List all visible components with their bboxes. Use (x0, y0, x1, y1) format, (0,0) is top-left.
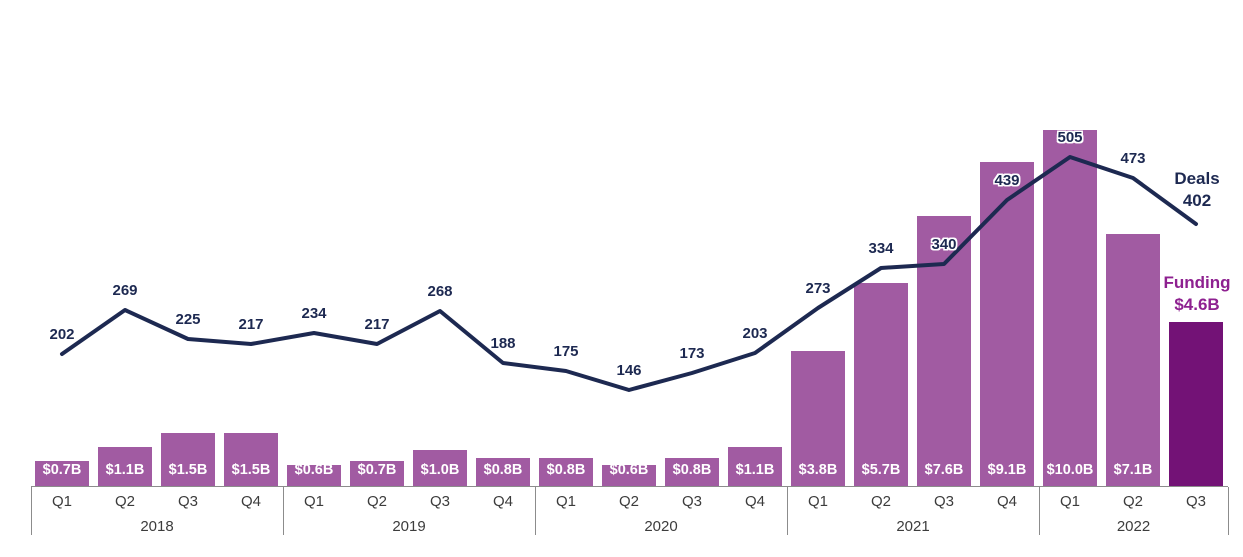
funding-bar-value-label: $3.8B (798, 462, 838, 478)
funding-bar (350, 461, 404, 486)
deal-count-label: 340 (931, 236, 957, 253)
funding-bar-value-label: $5.7B (861, 462, 901, 478)
funding-bar (602, 465, 656, 486)
funding-bar (413, 450, 467, 486)
year-divider-line (535, 487, 536, 535)
quarter-tick-label: Q4 (492, 493, 513, 510)
quarter-tick-label: Q3 (933, 493, 954, 510)
deal-count-label: 173 (679, 345, 705, 362)
deal-count-label: 225 (175, 311, 201, 328)
deal-count-label: 217 (364, 316, 390, 333)
year-divider-line (31, 487, 32, 535)
funding-annotation: Funding $4.6B (1141, 272, 1243, 316)
year-label: 2021 (896, 518, 930, 535)
deal-count-label: 473 (1120, 150, 1146, 167)
deal-count-label: 505 (1057, 129, 1083, 146)
funding-bar (287, 465, 341, 486)
deal-count-label: 439 (994, 172, 1020, 189)
quarter-tick-label: Q3 (177, 493, 198, 510)
quarter-tick-label: Q4 (240, 493, 261, 510)
year-divider-line (1039, 487, 1040, 535)
quarter-tick-label: Q1 (51, 493, 72, 510)
funding-bar-value-label: $1.5B (231, 462, 271, 478)
deal-count-label: 146 (616, 362, 642, 379)
quarter-tick-label: Q1 (1059, 493, 1080, 510)
deal-count-label: 188 (490, 335, 516, 352)
funding-bar-value-label: $1.0B (420, 462, 460, 478)
year-divider-line (787, 487, 788, 535)
deal-count-label: 273 (805, 280, 831, 297)
funding-bar-value-label: $7.1B (1113, 462, 1153, 478)
funding-bar-value-label: $0.7B (357, 462, 397, 478)
funding-bar-value-label: $1.1B (735, 462, 775, 478)
year-label: 2020 (644, 518, 678, 535)
year-label: 2019 (392, 518, 426, 535)
deal-count-label: 217 (238, 316, 264, 333)
quarter-tick-label: Q2 (1122, 493, 1143, 510)
year-label: 2018 (140, 518, 174, 535)
funding-bar-value-label: $0.7B (42, 462, 82, 478)
quarter-tick-label: Q4 (996, 493, 1017, 510)
funding-bar (728, 447, 782, 486)
deal-count-label: 269 (112, 282, 138, 299)
funding-bar (35, 461, 89, 486)
funding-bar-value-label: $0.8B (483, 462, 523, 478)
year-divider-line (1228, 487, 1229, 535)
funding-bar-value-label: $0.8B (672, 462, 712, 478)
deal-count-label: 175 (553, 343, 579, 360)
deals-annotation-value: 402 (1182, 191, 1212, 210)
funding-annotation-value: $4.6B (1174, 295, 1220, 314)
deals-annotation-title: Deals (1174, 169, 1220, 188)
funding-bar (98, 447, 152, 486)
quarter-tick-label: Q1 (555, 493, 576, 510)
quarter-tick-label: Q2 (618, 493, 639, 510)
funding-bar-value-label: $1.1B (105, 462, 145, 478)
quarter-tick-label: Q1 (807, 493, 828, 510)
funding-bar (224, 433, 278, 486)
deal-count-label: 334 (868, 240, 894, 257)
deal-count-label: 268 (427, 283, 453, 300)
funding-annotation-title: Funding (1163, 273, 1231, 292)
funding-bar-value-label: $0.6B (609, 462, 649, 478)
quarter-tick-label: Q1 (303, 493, 324, 510)
quarter-tick-label: Q2 (870, 493, 891, 510)
funding-bar-value-label: $7.6B (924, 462, 964, 478)
deals-annotation: Deals 402 (1141, 168, 1243, 212)
deal-count-label: 203 (742, 325, 768, 342)
funding-bar (476, 458, 530, 486)
funding-bar-value-label: $0.6B (294, 462, 334, 478)
quarter-tick-label: Q4 (744, 493, 765, 510)
deal-count-label: 202 (49, 326, 75, 343)
year-divider-line (283, 487, 284, 535)
quarter-tick-label: Q2 (366, 493, 387, 510)
funding-bar (539, 458, 593, 486)
quarter-tick-label: Q2 (114, 493, 135, 510)
funding-bar-value-label: $1.5B (168, 462, 208, 478)
funding-bar (161, 433, 215, 486)
funding-bar-value-label: $9.1B (987, 462, 1027, 478)
quarter-tick-label: Q3 (681, 493, 702, 510)
quarter-tick-label: Q3 (1185, 493, 1206, 510)
funding-bar (665, 458, 719, 486)
year-label: 2022 (1116, 518, 1151, 535)
funding-bar-value-label: $0.8B (546, 462, 586, 478)
x-axis-baseline (31, 486, 1228, 487)
quarter-tick-label: Q3 (429, 493, 450, 510)
deal-count-label: 234 (301, 305, 327, 322)
funding-bar-value-label: $10.0B (1046, 462, 1094, 478)
